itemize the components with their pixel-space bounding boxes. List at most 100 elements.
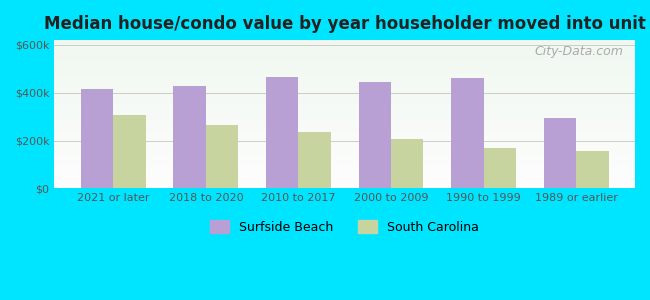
Bar	[55, 116, 635, 117]
Bar	[55, 98, 635, 100]
Bar	[55, 52, 635, 53]
Bar	[55, 71, 635, 73]
Bar	[55, 101, 635, 102]
Bar	[55, 178, 635, 180]
Bar	[55, 166, 635, 168]
Bar	[55, 42, 635, 43]
Bar	[55, 102, 635, 104]
Bar	[55, 58, 635, 59]
Bar	[55, 132, 635, 134]
Bar	[55, 130, 635, 132]
Bar	[55, 159, 635, 160]
Bar	[55, 174, 635, 175]
Bar	[55, 169, 635, 171]
Bar	[206, 125, 239, 188]
Bar	[55, 49, 635, 50]
Bar	[55, 138, 635, 140]
Bar	[55, 126, 635, 128]
Bar	[55, 40, 635, 42]
Bar	[55, 135, 635, 136]
Bar	[55, 50, 635, 52]
Bar	[55, 107, 635, 108]
Bar	[55, 104, 635, 105]
Bar	[55, 59, 635, 61]
Bar	[55, 89, 635, 91]
Bar	[55, 47, 635, 49]
Bar	[55, 65, 635, 67]
Bar	[55, 142, 635, 144]
Bar	[55, 180, 635, 181]
Bar	[55, 184, 635, 185]
Bar	[55, 91, 635, 92]
Bar	[55, 83, 635, 85]
Bar	[55, 79, 635, 80]
Bar	[55, 70, 635, 71]
Bar	[55, 110, 635, 111]
Bar	[55, 144, 635, 146]
Bar	[55, 45, 635, 46]
Bar	[55, 97, 635, 98]
Bar	[113, 116, 146, 188]
Bar	[55, 163, 635, 165]
Bar	[55, 86, 635, 88]
Bar	[55, 168, 635, 169]
Bar	[55, 53, 635, 55]
Bar	[451, 78, 484, 188]
Bar	[359, 82, 391, 188]
Bar	[55, 172, 635, 174]
Bar	[55, 100, 635, 101]
Bar	[55, 156, 635, 157]
Bar	[55, 46, 635, 47]
Title: Median house/condo value by year householder moved into unit: Median house/condo value by year househo…	[44, 15, 645, 33]
Bar	[55, 88, 635, 89]
Bar	[55, 120, 635, 122]
Bar	[55, 182, 635, 184]
Bar	[55, 113, 635, 114]
Bar	[55, 154, 635, 156]
Bar	[55, 85, 635, 86]
Bar	[55, 117, 635, 119]
Bar	[55, 95, 635, 97]
Bar	[55, 73, 635, 74]
Bar	[55, 56, 635, 58]
Bar	[55, 181, 635, 182]
Bar	[55, 162, 635, 163]
Bar	[55, 76, 635, 77]
Bar	[55, 177, 635, 178]
Bar	[55, 171, 635, 172]
Bar	[55, 67, 635, 68]
Bar	[55, 94, 635, 95]
Bar	[298, 131, 331, 188]
Bar	[55, 148, 635, 150]
Bar	[55, 187, 635, 188]
Bar	[55, 64, 635, 65]
Bar	[55, 108, 635, 110]
Bar	[174, 85, 206, 188]
Text: City-Data.com: City-Data.com	[534, 45, 623, 58]
Bar	[81, 89, 113, 188]
Bar	[55, 77, 635, 79]
Bar	[391, 140, 423, 188]
Bar	[55, 128, 635, 129]
Bar	[55, 61, 635, 62]
Bar	[55, 82, 635, 83]
Bar	[55, 129, 635, 130]
Bar	[55, 122, 635, 123]
Bar	[55, 160, 635, 162]
Bar	[55, 125, 635, 126]
Bar	[55, 105, 635, 107]
Bar	[55, 111, 635, 113]
Bar	[55, 80, 635, 82]
Legend: Surfside Beach, South Carolina: Surfside Beach, South Carolina	[205, 215, 484, 238]
Bar	[55, 114, 635, 116]
Bar	[266, 77, 298, 188]
Bar	[55, 147, 635, 148]
Bar	[55, 134, 635, 135]
Bar	[55, 136, 635, 138]
Bar	[544, 118, 576, 188]
Bar	[576, 152, 608, 188]
Bar	[55, 92, 635, 94]
Bar	[55, 43, 635, 45]
Bar	[55, 74, 635, 76]
Bar	[55, 165, 635, 166]
